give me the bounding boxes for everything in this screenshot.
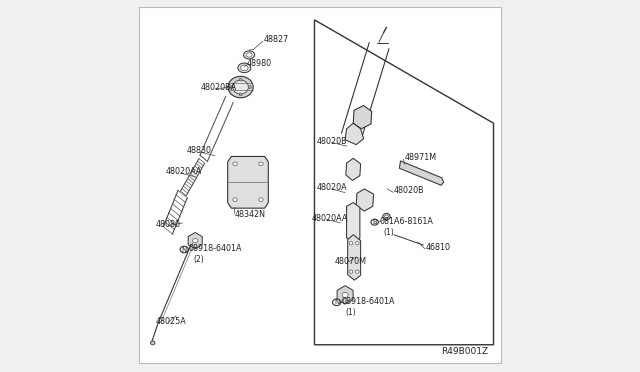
Ellipse shape: [371, 219, 378, 225]
Ellipse shape: [233, 198, 237, 202]
Ellipse shape: [349, 241, 353, 245]
Text: 08918-6401A: 08918-6401A: [341, 297, 395, 306]
Ellipse shape: [241, 65, 248, 71]
Text: 08918-6401A: 08918-6401A: [189, 244, 243, 253]
Text: 48025A: 48025A: [156, 317, 186, 326]
Text: 48971M: 48971M: [404, 153, 436, 163]
Text: 48020AA: 48020AA: [166, 167, 202, 176]
Polygon shape: [399, 161, 444, 185]
Ellipse shape: [248, 86, 252, 88]
Text: N: N: [334, 299, 339, 305]
Ellipse shape: [193, 238, 198, 243]
Text: 48020B: 48020B: [394, 186, 424, 195]
Text: 48830: 48830: [186, 146, 211, 155]
Ellipse shape: [355, 270, 359, 273]
Ellipse shape: [228, 76, 253, 98]
Polygon shape: [337, 286, 353, 304]
Ellipse shape: [246, 53, 252, 57]
Ellipse shape: [180, 246, 188, 253]
Text: 48827: 48827: [264, 35, 289, 44]
Ellipse shape: [383, 213, 390, 220]
Text: 46810: 46810: [426, 243, 451, 252]
Ellipse shape: [244, 51, 255, 59]
Ellipse shape: [349, 270, 353, 273]
Text: (1): (1): [383, 228, 394, 237]
Text: (2): (2): [194, 255, 204, 264]
Ellipse shape: [342, 292, 348, 298]
Ellipse shape: [259, 198, 263, 202]
Polygon shape: [346, 158, 360, 180]
Text: 48080: 48080: [156, 220, 180, 229]
Text: R49B001Z: R49B001Z: [441, 347, 488, 356]
Text: (1): (1): [346, 308, 356, 317]
Text: 48342N: 48342N: [234, 209, 266, 219]
Text: 081A6-8161A: 081A6-8161A: [379, 217, 433, 226]
Text: 48020BA: 48020BA: [201, 83, 237, 92]
Ellipse shape: [150, 341, 155, 345]
Text: 48020B: 48020B: [316, 137, 347, 146]
Text: B: B: [372, 219, 377, 225]
Polygon shape: [188, 232, 202, 249]
Text: 48980: 48980: [247, 59, 272, 68]
Ellipse shape: [230, 86, 233, 88]
Text: 48070M: 48070M: [335, 257, 367, 266]
Polygon shape: [347, 203, 360, 242]
Ellipse shape: [233, 162, 237, 166]
Polygon shape: [356, 189, 374, 211]
Ellipse shape: [239, 78, 242, 81]
Ellipse shape: [239, 93, 242, 96]
Text: 48020A: 48020A: [317, 183, 348, 192]
Ellipse shape: [259, 162, 263, 166]
Ellipse shape: [385, 215, 388, 218]
Polygon shape: [353, 106, 372, 129]
Ellipse shape: [238, 63, 251, 73]
Polygon shape: [345, 123, 364, 145]
Polygon shape: [228, 157, 268, 208]
Ellipse shape: [355, 241, 359, 245]
Text: N: N: [182, 247, 187, 253]
Text: 48020AA: 48020AA: [312, 214, 348, 222]
Ellipse shape: [333, 299, 340, 306]
Polygon shape: [348, 235, 360, 280]
Ellipse shape: [233, 80, 248, 94]
